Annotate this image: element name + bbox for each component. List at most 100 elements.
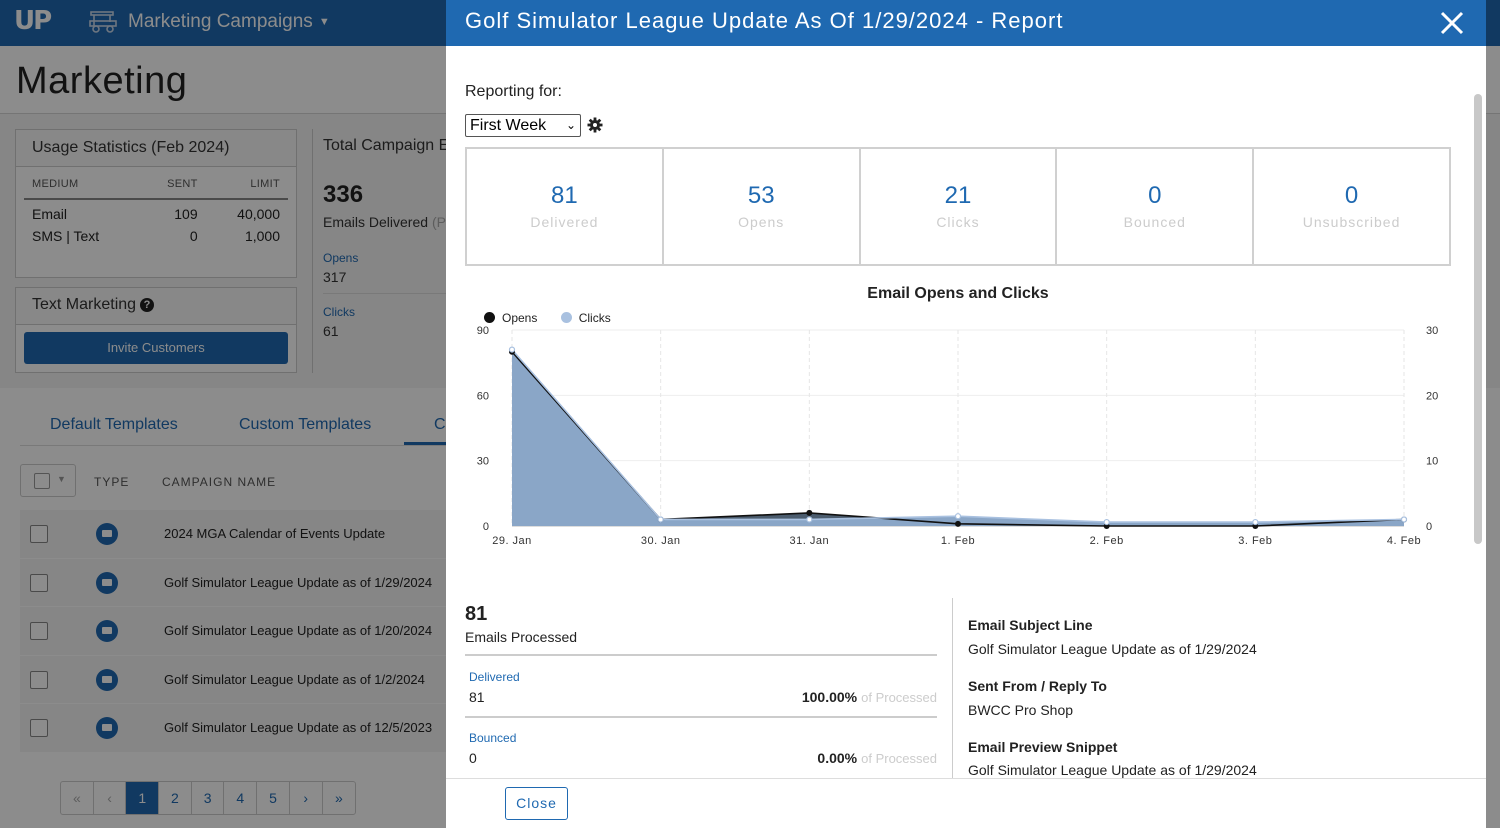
of-processed-label: of Processed (861, 690, 937, 705)
stat-value: 0 (1344, 182, 1359, 209)
row-checkbox[interactable] (30, 525, 48, 543)
next-page-button[interactable]: › (290, 782, 323, 814)
y-right-tick-label: 0 (1426, 521, 1432, 533)
total-sub-text: Emails Delivered (323, 214, 429, 230)
tab-campaigns[interactable]: C (434, 416, 446, 433)
clicks-point (954, 513, 962, 520)
delivered-pct-value: 100.00% (801, 689, 858, 705)
page-4-button[interactable]: 4 (224, 782, 258, 814)
row-checkbox[interactable] (30, 622, 48, 640)
usage-row: Email 109 40,000 (24, 199, 288, 222)
row-checkbox[interactable] (30, 670, 48, 689)
close-button[interactable]: Close (505, 787, 568, 820)
stat-bounced: 0 Bounced (1057, 149, 1255, 264)
row-checkbox[interactable] (30, 573, 48, 592)
table-row[interactable]: 2024 MGA Calendar of Events Update (20, 510, 450, 559)
campaign-name[interactable]: Golf Simulator League Update as of 1/29/… (164, 574, 433, 590)
email-icon (96, 620, 118, 642)
table-row[interactable]: Golf Simulator League Update as of 1/29/… (20, 558, 450, 607)
sent-from-heading: Sent From / Reply To (968, 678, 1107, 694)
page-2-button[interactable]: 2 (159, 782, 192, 814)
divider (465, 716, 937, 718)
x-tick-label: 3. Feb (1238, 535, 1272, 547)
stat-label: Delivered (530, 214, 599, 230)
last-page-button[interactable]: » (334, 790, 343, 806)
help-icon[interactable]: ? (140, 297, 155, 312)
clicks-point (806, 516, 813, 523)
total-emails-delivered: 336 (323, 181, 364, 208)
total-clicks-label: Clicks (323, 305, 355, 319)
campaign-name[interactable]: Golf Simulator League Update as of 1/20/… (164, 623, 433, 638)
campaign-name[interactable]: Golf Simulator League Update as of 12/5/… (164, 720, 433, 735)
x-tick-label: 2. Feb (1090, 535, 1124, 547)
stat-label: Opens (738, 214, 785, 230)
stat-value: 53 (747, 182, 775, 209)
first-page-button[interactable]: « (61, 782, 94, 814)
legend-item-clicks[interactable]: Clicks (560, 311, 611, 325)
usage-header-medium: MEDIUM (24, 178, 141, 200)
y-left-tick-label: 60 (477, 390, 489, 402)
page-3-button[interactable]: 3 (192, 782, 225, 814)
chevron-down-icon: ⌄ (565, 118, 576, 132)
usage-table: MEDIUM SENT LIMIT Email 109 40,000 SMS |… (24, 178, 288, 244)
stat-label: Clicks (936, 214, 980, 230)
reporting-period-select[interactable]: First Week ⌄ (465, 114, 581, 137)
email-icon (96, 571, 118, 594)
x-tick-label: 30. Jan (641, 535, 681, 547)
reporting-period-value: First Week (470, 117, 547, 134)
stat-unsubscribed: 0 Unsubscribed (1254, 149, 1449, 264)
total-opens-label: Opens (323, 251, 359, 265)
chevron-down-icon: ▼ (57, 474, 66, 484)
sent-from-value: BWCC Pro Shop (968, 702, 1074, 718)
email-icon (96, 668, 118, 691)
email-icon (96, 523, 118, 545)
clicks-point (657, 516, 664, 523)
table-row[interactable]: Golf Simulator League Update as of 1/20/… (20, 607, 450, 656)
golf-cart-icon (89, 11, 117, 33)
select-all-dropdown[interactable]: ▼ (20, 464, 76, 497)
of-processed-label: of Processed (861, 751, 937, 766)
stat-value: 0 (1148, 182, 1162, 209)
active-tab-indicator (404, 442, 454, 445)
stat-delivered: 81 Delivered (467, 149, 664, 264)
app-logo[interactable]: UP (14, 6, 52, 36)
y-right-tick-label: 20 (1426, 390, 1438, 402)
divider (323, 293, 453, 294)
bounced-percent: 0.00% of Processed (817, 750, 937, 766)
usage-header-limit: LIMIT (205, 178, 288, 200)
clicks-point (1400, 516, 1408, 523)
gear-icon[interactable] (587, 117, 603, 133)
scrollbar[interactable] (1474, 94, 1482, 544)
select-all-checkbox[interactable] (34, 473, 50, 489)
campaign-name[interactable]: Golf Simulator League Update as of 1/2/2… (164, 671, 425, 687)
total-title: Total Campaign E (323, 137, 450, 154)
modal-title: Golf Simulator League Update As Of 1/29/… (465, 8, 1064, 33)
tab-custom-templates[interactable]: Custom Templates (239, 416, 372, 433)
preview-snippet-heading: Email Preview Snippet (968, 739, 1118, 755)
modal-footer: Close (446, 778, 1486, 828)
x-tick-label: 1. Feb (941, 535, 975, 547)
app-menu-dropdown[interactable]: Marketing Campaigns ▼ (128, 11, 330, 33)
table-row[interactable]: Golf Simulator League Update as of 1/2/2… (20, 655, 450, 704)
page-5-button[interactable]: 5 (257, 782, 290, 814)
table-row[interactable]: Golf Simulator League Update as of 12/5/… (20, 704, 450, 753)
row-checkbox[interactable] (30, 719, 48, 737)
clicks-point (508, 346, 516, 353)
report-modal: Golf Simulator League Update As Of 1/29/… (446, 0, 1486, 828)
x-tick-label: 4. Feb (1387, 535, 1421, 547)
campaign-name[interactable]: 2024 MGA Calendar of Events Update (164, 526, 386, 541)
legend-dot-opens (484, 312, 495, 323)
usage-medium: SMS | Text (32, 228, 100, 244)
tab-default-templates[interactable]: Default Templates (50, 416, 178, 433)
legend-item-opens[interactable]: Opens (484, 311, 537, 325)
opens-clicks-chart: 0 30 60 90 0 10 20 30 29. Jan 30. Jan 31. Jan 1. Fe… (477, 326, 1439, 547)
prev-page-button[interactable]: ‹ (94, 782, 127, 814)
opens-point (955, 520, 961, 527)
close-icon[interactable] (1436, 7, 1468, 39)
invite-customers-button[interactable]: Invite Customers (24, 332, 288, 364)
template-tabs: Default Templates Custom Templates C (20, 404, 454, 446)
usage-limit: 1,000 (244, 228, 280, 244)
delivered-label: Delivered (469, 670, 520, 684)
bounced-pct-value: 0.00% (817, 750, 858, 766)
page-1-button[interactable]: 1 (126, 782, 160, 814)
